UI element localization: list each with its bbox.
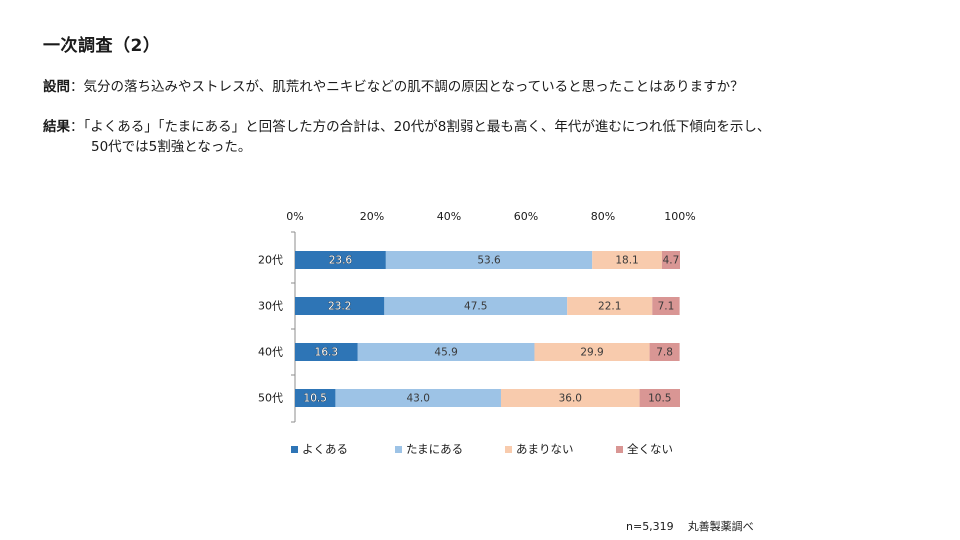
data-label: 10.5 [304, 393, 327, 405]
question-sep: ： [70, 79, 84, 95]
data-label: 23.6 [329, 255, 353, 267]
legend-label: あまりない [516, 442, 574, 456]
legend-label: 全くない [627, 442, 673, 456]
x-tick-label: 80% [591, 210, 615, 223]
legend-swatch [291, 445, 298, 453]
question-label: 設問 [43, 79, 70, 95]
chart-legend: よくある たまにある あまりない 全くない [0, 441, 960, 461]
data-label: 47.5 [464, 301, 487, 313]
legend-swatch [505, 445, 512, 453]
sample-size: n=5,319 [626, 520, 674, 533]
x-tick-label: 0% [286, 210, 303, 223]
legend-label: よくある [302, 442, 348, 456]
data-label: 10.5 [648, 393, 671, 405]
legend-swatch [616, 445, 623, 453]
result-label: 結果 [43, 119, 70, 135]
bar-segment [500, 389, 640, 407]
bar-segment [534, 343, 650, 361]
bar-segment [295, 389, 336, 407]
data-label: 22.1 [598, 301, 621, 313]
bar-segment [384, 297, 568, 315]
data-label: 45.9 [434, 347, 457, 359]
result-line2: 50代では5割強となった。 [91, 139, 252, 155]
bar-segment [592, 251, 662, 269]
bar-segment [295, 343, 358, 361]
bar-segment [661, 251, 680, 269]
bar-segment [567, 297, 653, 315]
legend-item: よくある [291, 441, 348, 457]
page-title: 一次調査（2） [43, 36, 161, 56]
result-sep: ： [70, 119, 84, 135]
question-block: 設問：気分の落ち込みやストレスが、肌荒れやニキビなどの肌不調の原因となっていると… [43, 77, 744, 97]
legend-item: たまにある [395, 441, 463, 457]
result-line1: 「よくある」「たまにある」と回答した方の合計は、20代が8割弱と最も高く、年代が… [83, 119, 771, 135]
data-label: 43.0 [407, 393, 430, 405]
category-label: 20代 [258, 254, 283, 267]
data-label: 36.0 [559, 393, 582, 405]
legend-item: あまりない [505, 441, 574, 457]
legend-swatch [395, 445, 402, 453]
data-label: 23.2 [328, 301, 351, 313]
result-block: 結果：「よくある」「たまにある」と回答した方の合計は、20代が8割弱と最も高く、… [43, 117, 770, 157]
bar-segment [295, 251, 386, 269]
legend-item: 全くない [616, 441, 673, 457]
source-note: 丸善製薬調べ [687, 520, 754, 533]
data-label: 16.3 [315, 347, 338, 359]
category-label: 40代 [258, 346, 283, 359]
bar-segment [385, 251, 593, 269]
data-label: 7.8 [656, 347, 673, 359]
x-tick-label: 20% [360, 210, 384, 223]
bar-segment [295, 297, 385, 315]
bar-segment [357, 343, 535, 361]
question-text: 気分の落ち込みやストレスが、肌荒れやニキビなどの肌不調の原因となっていると思った… [83, 79, 744, 95]
x-tick-label: 60% [514, 210, 538, 223]
data-label: 4.7 [663, 255, 680, 267]
bar-segment [652, 297, 680, 315]
category-label: 50代 [258, 392, 283, 405]
legend-label: たまにある [406, 442, 464, 456]
x-tick-label: 40% [437, 210, 461, 223]
bar-segment [639, 389, 680, 407]
data-label: 29.9 [580, 347, 603, 359]
bar-segment [649, 343, 680, 361]
data-label: 53.6 [477, 255, 501, 267]
bar-segment [335, 389, 501, 407]
data-label: 7.1 [658, 301, 675, 313]
category-label: 30代 [258, 300, 283, 313]
data-label: 18.1 [615, 255, 638, 267]
footer: n=5,319 丸善製薬調べ [626, 518, 754, 534]
x-tick-label: 100% [664, 210, 695, 223]
